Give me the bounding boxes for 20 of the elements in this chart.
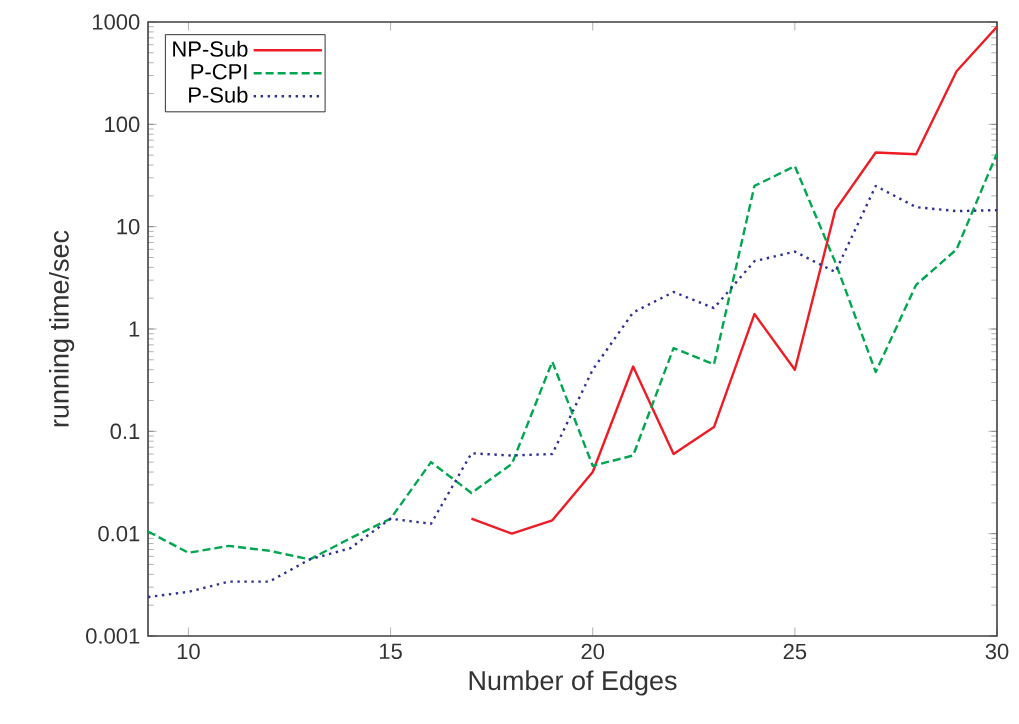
y-axis-title: running time/sec (48, 230, 75, 427)
x-tick-label: 30 (985, 643, 1009, 660)
y-tick-label: 0.001 (86, 628, 140, 644)
y-tick-label: 0.1 (110, 423, 140, 440)
x-axis-title: Number of Edges (469, 670, 677, 696)
y-tick-label: 1000 (93, 14, 140, 30)
x-tick-label: 10 (177, 643, 200, 660)
legend-label: NP-Sub (173, 40, 248, 57)
x-tick-label: 15 (380, 643, 402, 660)
line-series (470, 25, 997, 535)
line-series (148, 184, 997, 599)
x-tick-label: 20 (581, 643, 605, 660)
legend-label: P-CPI (191, 63, 247, 80)
y-tick-label: 1 (129, 321, 140, 337)
y-tick-label: 10 (117, 218, 140, 235)
y-tick-label: 100 (105, 116, 140, 133)
legend-label: P-Sub (189, 86, 248, 103)
line-series (148, 152, 997, 561)
y-tick-label: 0.01 (98, 525, 140, 542)
x-tick-label: 25 (783, 643, 807, 660)
